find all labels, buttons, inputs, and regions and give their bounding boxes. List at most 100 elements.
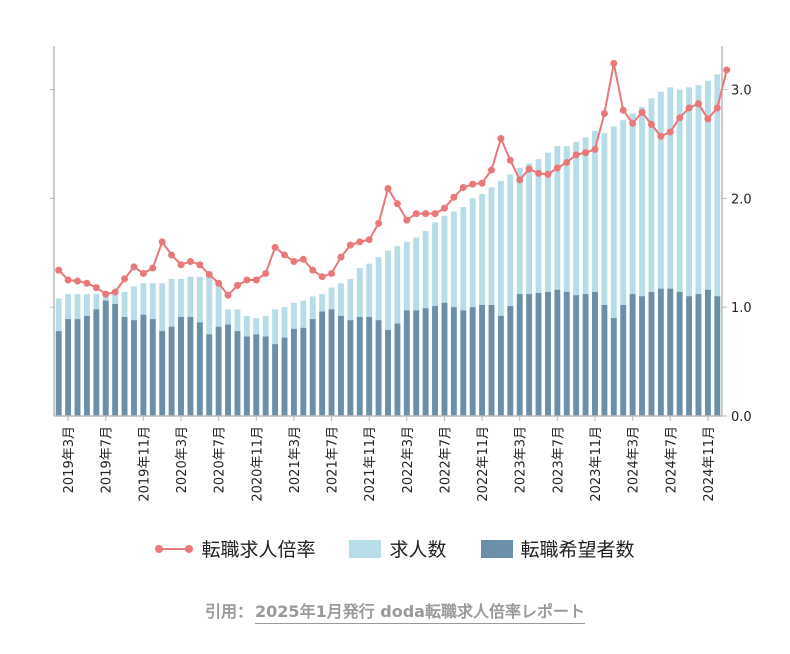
ratio-point <box>130 263 138 271</box>
ratio-point <box>111 288 119 296</box>
bar-seekers <box>413 310 420 416</box>
bar-seekers <box>403 310 410 416</box>
y-tick-label: 1.0 <box>731 301 752 316</box>
bar-jobs <box>469 198 476 416</box>
bar-seekers <box>516 294 523 416</box>
x-tick-label: 2023年7月 <box>551 426 566 493</box>
ratio-point <box>102 290 110 298</box>
x-tick-label: 2022年7月 <box>438 426 453 493</box>
x-tick-label: 2021年11月 <box>363 426 378 502</box>
ratio-point <box>469 180 477 188</box>
bar-seekers <box>667 288 674 416</box>
bar-jobs <box>648 98 655 416</box>
bar-seekers <box>319 311 326 416</box>
bar-seekers <box>65 319 72 416</box>
x-tick-label: 2024年7月 <box>664 426 679 493</box>
bar-seekers <box>686 296 692 416</box>
legend-seekers-swatch <box>480 539 513 558</box>
ratio-point <box>553 164 561 172</box>
ratio-point <box>516 176 524 184</box>
bar-jobs <box>592 130 598 416</box>
legend-jobs-label: 求人数 <box>389 539 447 561</box>
ratio-point <box>375 219 383 227</box>
ratio-point <box>177 261 185 269</box>
ratio-point <box>657 132 665 140</box>
bar-seekers <box>620 305 627 416</box>
ratio-point <box>356 238 364 246</box>
bar-jobs <box>573 141 580 416</box>
bar-seekers <box>131 320 137 416</box>
bar-seekers <box>206 334 213 416</box>
ratio-point <box>685 104 693 112</box>
citation-link[interactable]: 2025年1月発行 doda転職求人倍率レポート <box>255 602 585 624</box>
bar-seekers <box>610 318 617 416</box>
ratio-point <box>186 257 194 265</box>
bar-seekers <box>272 344 279 416</box>
ratio-point <box>422 210 430 218</box>
ratio-point <box>205 271 213 279</box>
bar-seekers <box>479 305 486 416</box>
bar-jobs <box>554 146 561 416</box>
bar-seekers <box>243 336 250 416</box>
bar-seekers <box>262 336 269 416</box>
ratio-point <box>281 251 289 259</box>
bar-jobs <box>629 113 636 417</box>
bar-seekers <box>253 334 260 416</box>
ratio-point <box>619 106 627 114</box>
bar-jobs <box>704 80 711 416</box>
bar-seekers <box>639 296 645 416</box>
bar-jobs <box>563 146 570 416</box>
bar-jobs <box>497 180 504 416</box>
ratio-point <box>299 255 307 263</box>
bar-jobs <box>620 120 627 416</box>
legend-item-jobs[interactable]: 求人数 <box>349 535 447 562</box>
seekers-bars <box>55 288 721 416</box>
ratio-point <box>158 238 166 246</box>
ratio-point <box>149 264 157 272</box>
legend-ratio-label: 転職求人倍率 <box>201 539 316 561</box>
bar-seekers <box>347 320 354 416</box>
ratio-point <box>309 266 317 274</box>
ratio-point <box>563 158 571 166</box>
ratio-point <box>535 169 543 177</box>
x-axis-ticks: 2019年3月 2019年7月 2019年11月 2020年3月 2020年7月 2020… <box>62 416 717 502</box>
bar-seekers <box>648 291 655 416</box>
x-tick-label: 2023年11月 <box>589 426 604 502</box>
ratio-point <box>629 119 637 127</box>
bar-seekers <box>545 291 551 416</box>
bar-seekers <box>140 314 147 416</box>
bar-jobs <box>676 89 683 416</box>
ratio-point <box>233 281 241 289</box>
legend-item-ratio[interactable]: 転職求人倍率 <box>155 535 315 562</box>
bar-jobs <box>526 163 533 416</box>
bar-seekers <box>309 319 316 416</box>
bar-seekers <box>102 300 109 416</box>
ratio-point <box>271 243 279 251</box>
bar-seekers <box>328 309 335 416</box>
y-tick-label: 3.0 <box>731 84 752 99</box>
ratio-point <box>610 59 618 67</box>
ratio-point <box>365 236 373 244</box>
ratio-point <box>440 204 448 212</box>
bar-seekers <box>93 309 100 416</box>
bar-jobs <box>667 87 674 417</box>
ratio-point <box>704 115 712 123</box>
bar-seekers <box>281 337 288 416</box>
legend-item-seekers[interactable]: 転職希望者数 <box>480 535 635 562</box>
bar-seekers <box>535 293 542 416</box>
bar-seekers <box>74 319 81 416</box>
bar-jobs <box>610 126 617 416</box>
bar-seekers <box>215 326 222 416</box>
bar-seekers <box>676 291 683 416</box>
ratio-point <box>525 165 533 173</box>
bar-seekers <box>573 295 580 416</box>
bar-seekers <box>178 316 184 416</box>
bar-seekers <box>338 315 344 416</box>
bar-seekers <box>704 289 711 416</box>
bar-jobs <box>695 85 702 417</box>
x-tick-label: 2022年3月 <box>401 426 416 493</box>
ratio-point <box>139 269 147 277</box>
ratio-line <box>55 59 731 299</box>
legend: 転職求人倍率 求人数 転職希望者数 <box>0 535 790 562</box>
ratio-point <box>450 193 458 201</box>
